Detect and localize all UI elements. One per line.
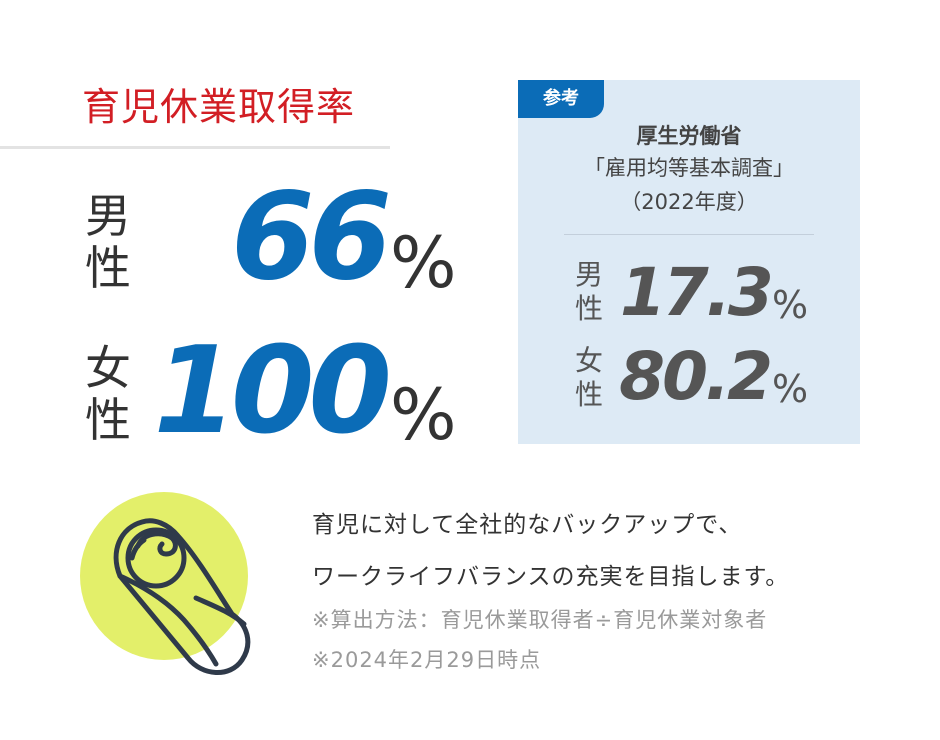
message-line-2: ワークライフバランスの充実を目指します。 xyxy=(312,564,790,590)
reference-female-unit: % xyxy=(772,367,809,411)
reference-tag: 参考 xyxy=(518,80,604,118)
title-divider xyxy=(0,146,390,149)
page-title: 育児休業取得率 xyxy=(82,85,356,129)
reference-male-label: 男 性 xyxy=(574,258,603,325)
swaddled-baby-icon xyxy=(80,488,280,688)
message-line-1: 育児に対して全社的なバックアップで、 xyxy=(312,512,743,538)
reference-source-survey: 「雇用均等基本調査」 xyxy=(584,156,794,180)
calculation-note: ※算出方法：育児休業取得者÷育児休業対象者 xyxy=(312,608,768,632)
reference-female-value: 80.2 xyxy=(619,338,773,415)
reference-divider xyxy=(564,234,814,235)
male-rate-unit: % xyxy=(390,222,457,304)
reference-source-org: 厚生労働省 xyxy=(636,124,742,148)
reference-female-label: 女 性 xyxy=(574,344,603,411)
female-label: 女 性 xyxy=(85,341,131,447)
reference-source-year: （2022年度） xyxy=(620,190,758,214)
female-rate-value: 100 xyxy=(153,322,393,461)
reference-male-value: 17.3 xyxy=(620,254,774,331)
reference-panel xyxy=(518,80,860,444)
male-label: 男 性 xyxy=(85,189,131,295)
reference-male-unit: % xyxy=(772,283,809,327)
female-rate-unit: % xyxy=(390,374,457,456)
date-note: ※2024年2月29日時点 xyxy=(312,648,542,672)
male-rate-value: 66 xyxy=(231,168,392,307)
